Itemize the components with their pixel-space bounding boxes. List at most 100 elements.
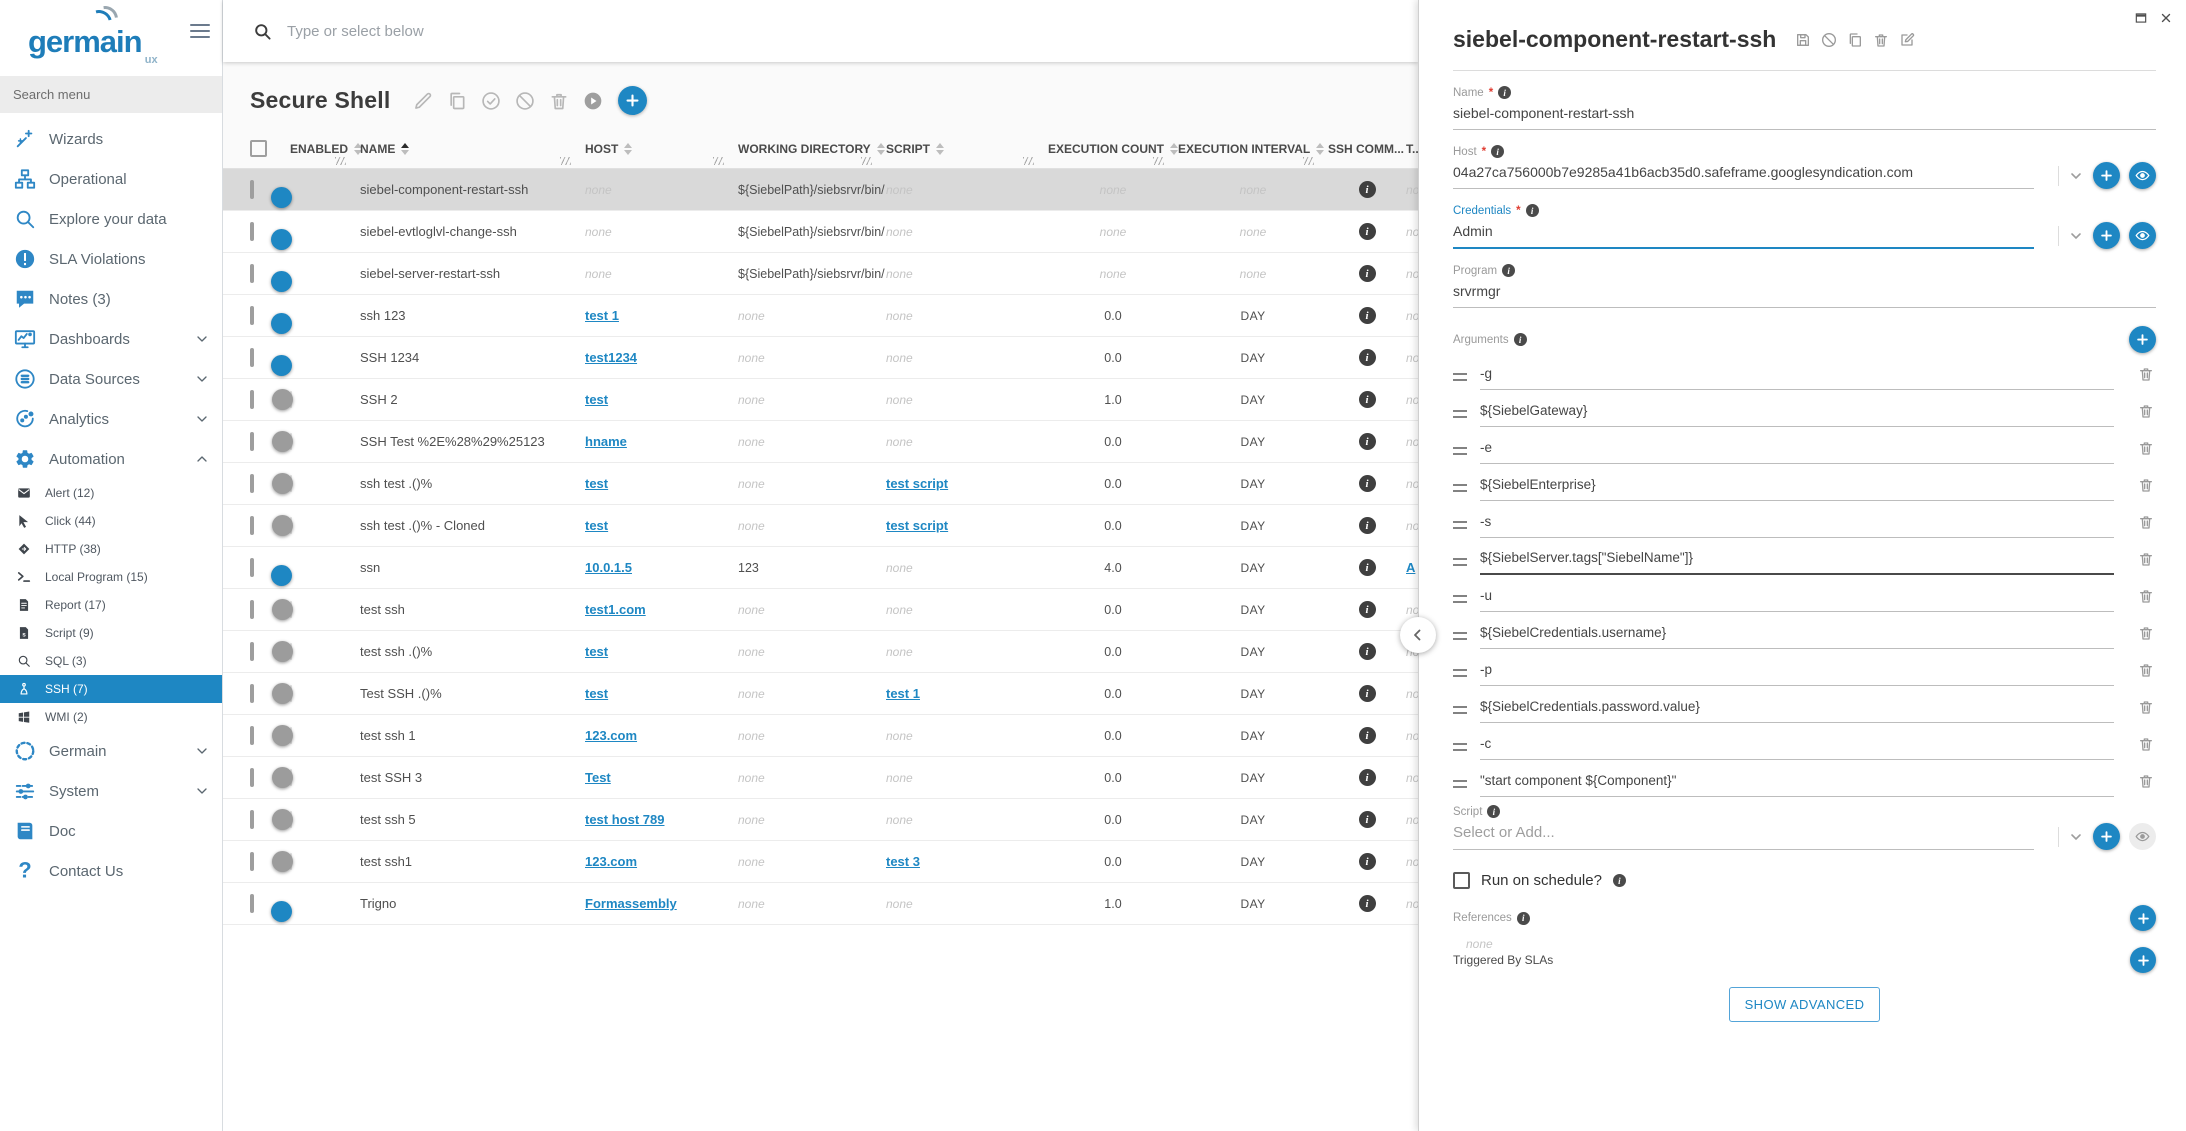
sidebar-item-germain[interactable]: Germain (0, 731, 222, 771)
table-row[interactable]: siebel-evtloglvl-change-ssh none ${SiebelP… (223, 211, 1433, 253)
add-triggered-sla-button[interactable] (2130, 947, 2156, 973)
argument-input[interactable]: -c (1480, 736, 2114, 760)
ssh-command-info-icon[interactable]: i (1358, 517, 1376, 534)
disable-icon[interactable] (515, 91, 535, 111)
drag-handle-icon[interactable] (1453, 373, 1467, 381)
enabled-toggle[interactable] (272, 473, 293, 494)
row-checkbox[interactable] (250, 810, 254, 829)
drag-handle-icon[interactable] (1453, 447, 1467, 455)
row-checkbox[interactable] (250, 474, 254, 493)
trash-icon[interactable] (2138, 440, 2154, 456)
approve-icon[interactable] (481, 91, 501, 111)
drag-handle-icon[interactable] (1453, 484, 1467, 492)
drag-handle-icon[interactable] (1453, 632, 1467, 640)
sidebar-item-system[interactable]: System (0, 771, 222, 811)
info-icon[interactable]: i (1612, 874, 1626, 887)
host-link[interactable]: test (585, 644, 609, 659)
save-icon[interactable] (1795, 32, 1811, 48)
ssh-command-info-icon[interactable]: i (1358, 265, 1376, 282)
script-view-button[interactable] (2129, 823, 2156, 850)
ssh-command-info-icon[interactable]: i (1358, 223, 1376, 240)
column-header-script[interactable]: SCRIPT (886, 129, 1048, 168)
edit-icon[interactable] (413, 91, 433, 111)
sidebar-item-report-17[interactable]: Report (17) (0, 591, 222, 619)
row-checkbox[interactable] (250, 264, 254, 283)
script-link[interactable]: test script (886, 518, 949, 533)
sort-arrows-icon[interactable] (876, 142, 885, 155)
host-link[interactable]: 10.0.1.5 (585, 560, 632, 575)
ssh-command-info-icon[interactable]: i (1358, 643, 1376, 660)
select-all-checkbox[interactable] (250, 140, 267, 157)
enabled-toggle[interactable] (272, 809, 293, 830)
argument-input[interactable]: "start component ${Component}" (1480, 773, 2114, 797)
chevron-down-icon[interactable] (194, 411, 210, 427)
script-link[interactable]: test 1 (886, 686, 920, 701)
credentials-add-button[interactable] (2093, 222, 2120, 249)
sidebar-item-ssh-7[interactable]: SSH (7) (0, 675, 222, 703)
argument-input[interactable]: ${SiebelEnterprise} (1480, 477, 2114, 501)
column-header-execution-interval[interactable]: EXECUTION INTERVAL (1178, 129, 1328, 168)
drag-handle-icon[interactable] (1453, 595, 1467, 603)
host-link[interactable]: test host 789 (585, 812, 665, 827)
credentials-view-button[interactable] (2129, 222, 2156, 249)
sidebar-item-sla-violations[interactable]: SLA Violations (0, 239, 222, 279)
enabled-toggle[interactable] (272, 515, 293, 536)
enabled-toggle[interactable] (272, 725, 293, 746)
tags-link[interactable]: A (1406, 560, 1416, 575)
sort-arrows-icon[interactable] (1170, 142, 1179, 155)
argument-input[interactable]: -p (1480, 662, 2114, 686)
row-checkbox[interactable] (250, 306, 254, 325)
host-link[interactable]: test 1 (585, 308, 619, 323)
add-ssh-button[interactable] (618, 86, 648, 115)
row-checkbox[interactable] (250, 768, 254, 787)
sidebar-search-input[interactable]: Search menu (0, 76, 222, 113)
sort-arrows-icon[interactable] (624, 142, 633, 155)
trash-icon[interactable] (2138, 588, 2154, 604)
host-add-button[interactable] (2093, 162, 2120, 189)
row-checkbox[interactable] (250, 180, 254, 199)
row-checkbox[interactable] (250, 894, 254, 913)
column-resize-handle[interactable] (335, 157, 346, 165)
host-link[interactable]: test (585, 518, 609, 533)
chevron-down-icon[interactable] (2068, 228, 2084, 244)
ssh-command-info-icon[interactable]: i (1358, 895, 1376, 912)
argument-input[interactable]: -g (1480, 366, 2114, 390)
host-link[interactable]: test (585, 476, 609, 491)
column-resize-handle[interactable] (861, 157, 872, 165)
argument-input[interactable]: ${SiebelCredentials.username} (1480, 625, 2114, 649)
ssh-command-info-icon[interactable]: i (1358, 391, 1376, 408)
sort-arrows-icon[interactable] (1316, 142, 1325, 155)
drag-handle-icon[interactable] (1453, 706, 1467, 714)
copy-icon[interactable] (447, 91, 467, 111)
host-link[interactable]: 123.com (585, 728, 638, 743)
script-link[interactable]: test script (886, 476, 949, 491)
row-checkbox[interactable] (250, 390, 254, 409)
host-link[interactable]: test (585, 392, 609, 407)
show-advanced-button[interactable]: SHOW ADVANCED (1728, 987, 1881, 1022)
ssh-command-info-icon[interactable]: i (1358, 685, 1376, 702)
sidebar-item-doc[interactable]: Doc (0, 811, 222, 851)
sidebar-item-local-program-15[interactable]: Local Program (15) (0, 563, 222, 591)
run-icon[interactable] (583, 91, 603, 111)
ssh-command-info-icon[interactable]: i (1358, 475, 1376, 492)
column-resize-handle[interactable] (560, 157, 571, 165)
panel-collapse-button[interactable] (1400, 617, 1436, 653)
row-checkbox[interactable] (250, 558, 254, 577)
enabled-toggle[interactable] (272, 431, 293, 452)
argument-input[interactable]: -u (1480, 588, 2114, 612)
sidebar-item-operational[interactable]: Operational (0, 159, 222, 199)
argument-input[interactable]: ${SiebelServer.tags["SiebelName"]} (1480, 550, 2114, 575)
argument-input[interactable]: -e (1480, 440, 2114, 464)
drag-handle-icon[interactable] (1453, 780, 1467, 788)
enabled-toggle[interactable] (272, 683, 293, 704)
sidebar-item-contact-us[interactable]: ? Contact Us (0, 851, 222, 891)
add-argument-button[interactable] (2129, 326, 2156, 353)
drag-handle-icon[interactable] (1453, 521, 1467, 529)
chevron-down-icon[interactable] (194, 331, 210, 347)
trash-icon[interactable] (2138, 477, 2154, 493)
